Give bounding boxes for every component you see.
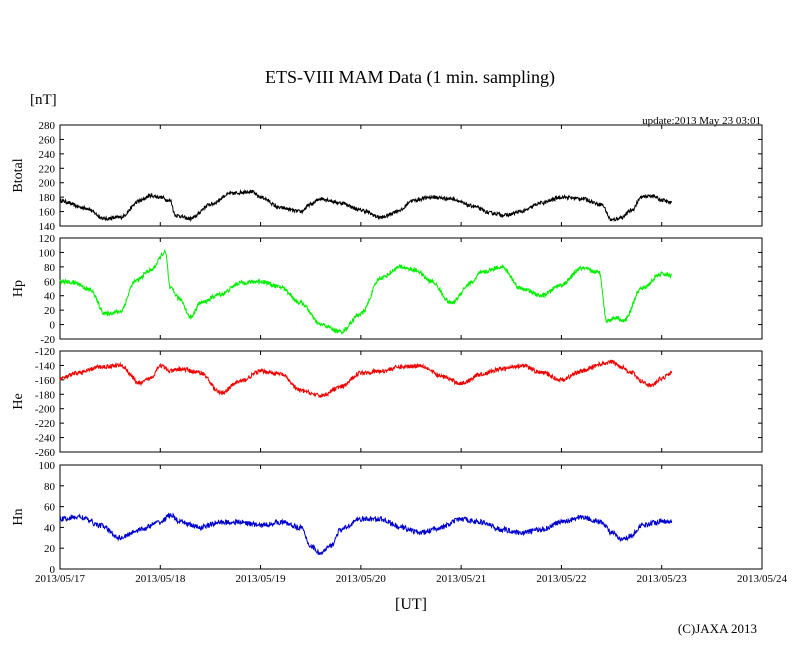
series-line-btotal bbox=[59, 188, 673, 223]
y-tick-label: -200 bbox=[35, 404, 56, 416]
y-tick-label: 100 bbox=[39, 460, 56, 472]
y-axis-label-hn: Hn bbox=[11, 508, 26, 525]
y-tick-label: 140 bbox=[39, 221, 56, 233]
panel-he: -260 -240 -220 -200 -180 -160 -140 -120 He bbox=[11, 346, 763, 459]
x-tick-label: 2013/05/19 bbox=[236, 573, 287, 585]
y-tick-label: 240 bbox=[39, 149, 56, 161]
panel-frame-he bbox=[59, 350, 763, 453]
chart-title: ETS-VIII MAM Data (1 min. sampling) bbox=[265, 67, 555, 88]
y-tick-label: 180 bbox=[39, 192, 56, 204]
series-line-he bbox=[59, 359, 673, 398]
y-axis-label-hp: Hp bbox=[11, 280, 26, 297]
y-tick-label: -240 bbox=[35, 433, 56, 445]
y-tick-label: 40 bbox=[44, 522, 56, 534]
y-tick-label: -140 bbox=[35, 360, 56, 372]
y-axis-label-he: He bbox=[11, 393, 26, 409]
y-tick-label: -180 bbox=[35, 389, 56, 401]
y-tick-label: 200 bbox=[39, 178, 56, 190]
x-tick-label: 2013/05/23 bbox=[637, 573, 688, 585]
panel-btotal: 140 160 180 200 220 240 260 280 Btotal bbox=[11, 120, 763, 233]
y-tick-label: 260 bbox=[39, 134, 56, 146]
y-tick-label: 40 bbox=[44, 291, 56, 303]
y-tick-label: 100 bbox=[39, 247, 56, 259]
x-tick-label: 2013/05/21 bbox=[436, 573, 486, 585]
x-axis-ticks: 2013/05/17 2013/05/18 2013/05/19 2013/05/20… bbox=[35, 573, 788, 585]
copyright: (C)JAXA 2013 bbox=[678, 621, 757, 636]
x-tick-label: 2013/05/20 bbox=[336, 573, 387, 585]
panel-frame-hp bbox=[59, 237, 763, 340]
y-tick-label: 0 bbox=[50, 564, 56, 576]
update-timestamp: update:2013 May 23 03:01 bbox=[642, 115, 761, 127]
panel-hn: 0 20 40 60 80 100 Hn bbox=[11, 460, 763, 576]
y-tick-label: 280 bbox=[39, 120, 56, 132]
unit-label: [nT] bbox=[30, 92, 57, 108]
x-axis-label: [UT] bbox=[395, 596, 427, 613]
y-tick-label: 220 bbox=[39, 163, 56, 175]
y-axis-label-btotal: Btotal bbox=[11, 158, 26, 192]
y-tick-label: 80 bbox=[44, 481, 56, 493]
series-line-hn bbox=[59, 512, 673, 556]
y-tick-label: -160 bbox=[35, 375, 56, 387]
y-tick-label: -220 bbox=[35, 418, 56, 430]
panel-frame-btotal bbox=[59, 124, 763, 227]
plot-panels: 140160180200220240260280Btotal-200204060… bbox=[11, 120, 763, 576]
x-tick-label: 2013/05/17 bbox=[35, 573, 86, 585]
y-tick-label: 0 bbox=[50, 320, 56, 332]
x-tick-label: 2013/05/18 bbox=[135, 573, 186, 585]
y-tick-label: 60 bbox=[44, 502, 56, 514]
y-tick-label: 80 bbox=[44, 262, 56, 274]
y-tick-label: 20 bbox=[44, 543, 56, 555]
y-tick-label: 120 bbox=[39, 233, 56, 245]
y-tick-label: 20 bbox=[44, 305, 56, 317]
y-tick-label: 160 bbox=[39, 207, 56, 219]
panel-frame-hn bbox=[59, 464, 763, 570]
x-tick-label: 2013/05/24 bbox=[737, 573, 788, 585]
x-tick-label: 2013/05/22 bbox=[536, 573, 586, 585]
y-tick-label: -260 bbox=[35, 447, 56, 459]
y-tick-label: -20 bbox=[40, 334, 55, 346]
panel-hp: -20 0 20 40 60 80 100 120 Hp bbox=[11, 233, 763, 346]
series-line-hp bbox=[59, 248, 672, 335]
y-tick-label: 60 bbox=[44, 276, 56, 288]
y-tick-label: -120 bbox=[35, 346, 56, 358]
